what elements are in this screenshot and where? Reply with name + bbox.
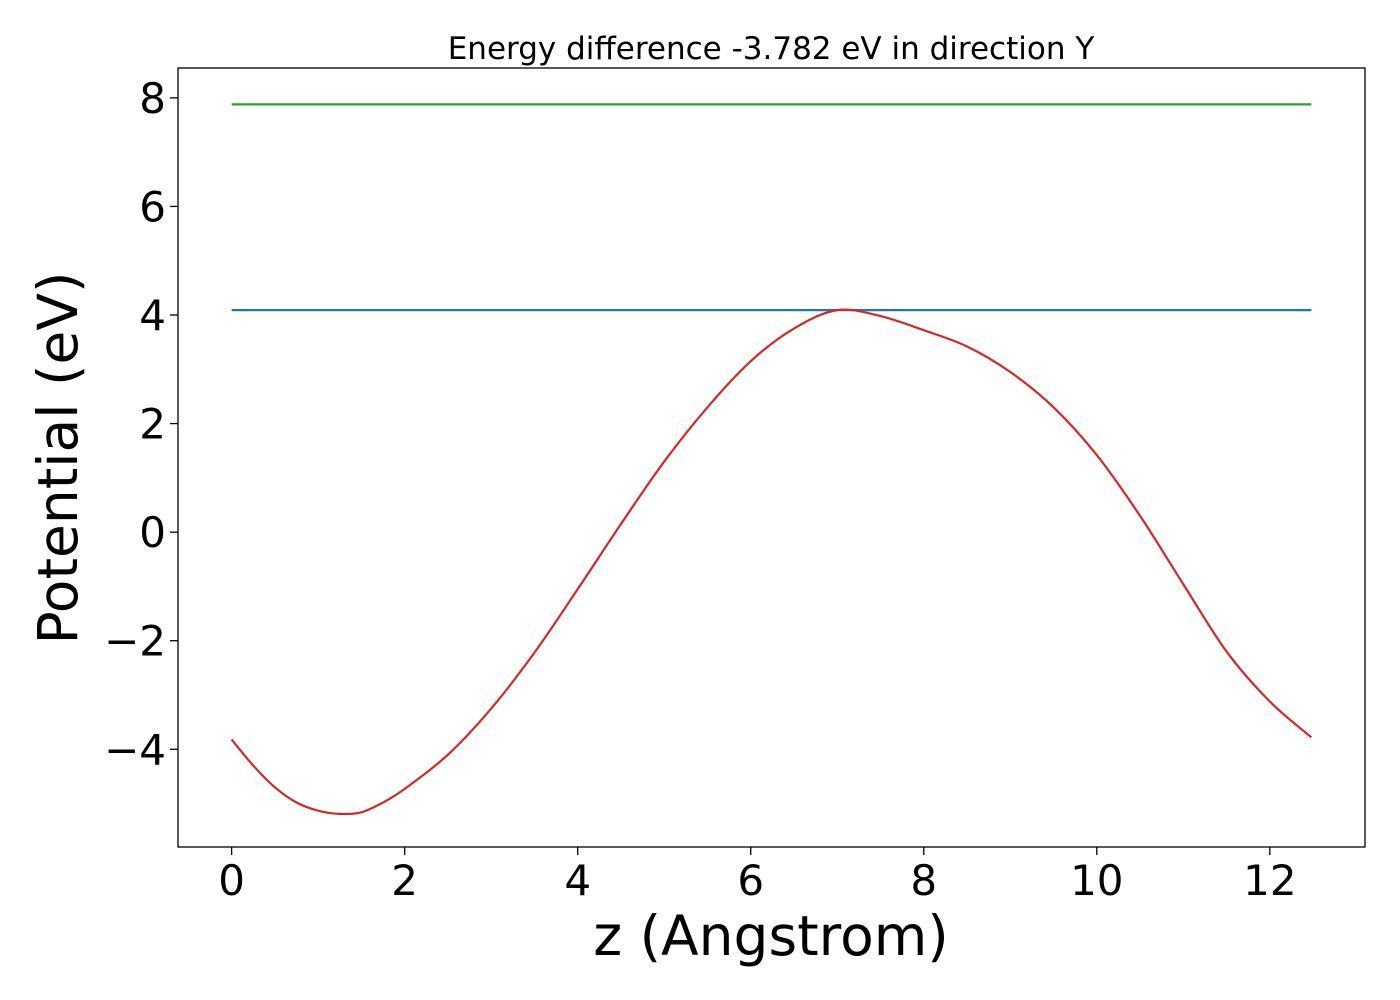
y-tick-label: 4 [139,291,166,340]
plot-frame [177,67,1366,848]
x-tick-label: 6 [737,856,764,905]
series-line-3 [230,308,1313,816]
x-tick-label: 8 [910,856,937,905]
y-tick-label: 0 [139,508,166,557]
x-tick-label: 4 [564,856,591,905]
y-axis: 8 6 4 2 0 −2 −4 [104,74,178,774]
x-axis-label: z (Angstrom) [593,904,949,968]
x-axis: 0 2 4 6 8 10 12 [218,847,1297,905]
y-tick-label: −2 [104,617,166,666]
series-layer [230,103,1313,816]
x-tick-label: 12 [1243,856,1296,905]
y-tick-label: −4 [104,725,166,774]
chart-title: Energy difference -3.782 eV in direction… [448,31,1095,67]
y-axis-label: Potential (eV) [26,272,90,645]
y-tick-label: 2 [139,400,166,449]
y-tick-label: 8 [139,74,166,123]
x-tick-label: 2 [391,856,418,905]
x-tick-label: 10 [1070,856,1123,905]
y-tick-label: 6 [139,182,166,231]
x-tick-label: 0 [218,856,245,905]
